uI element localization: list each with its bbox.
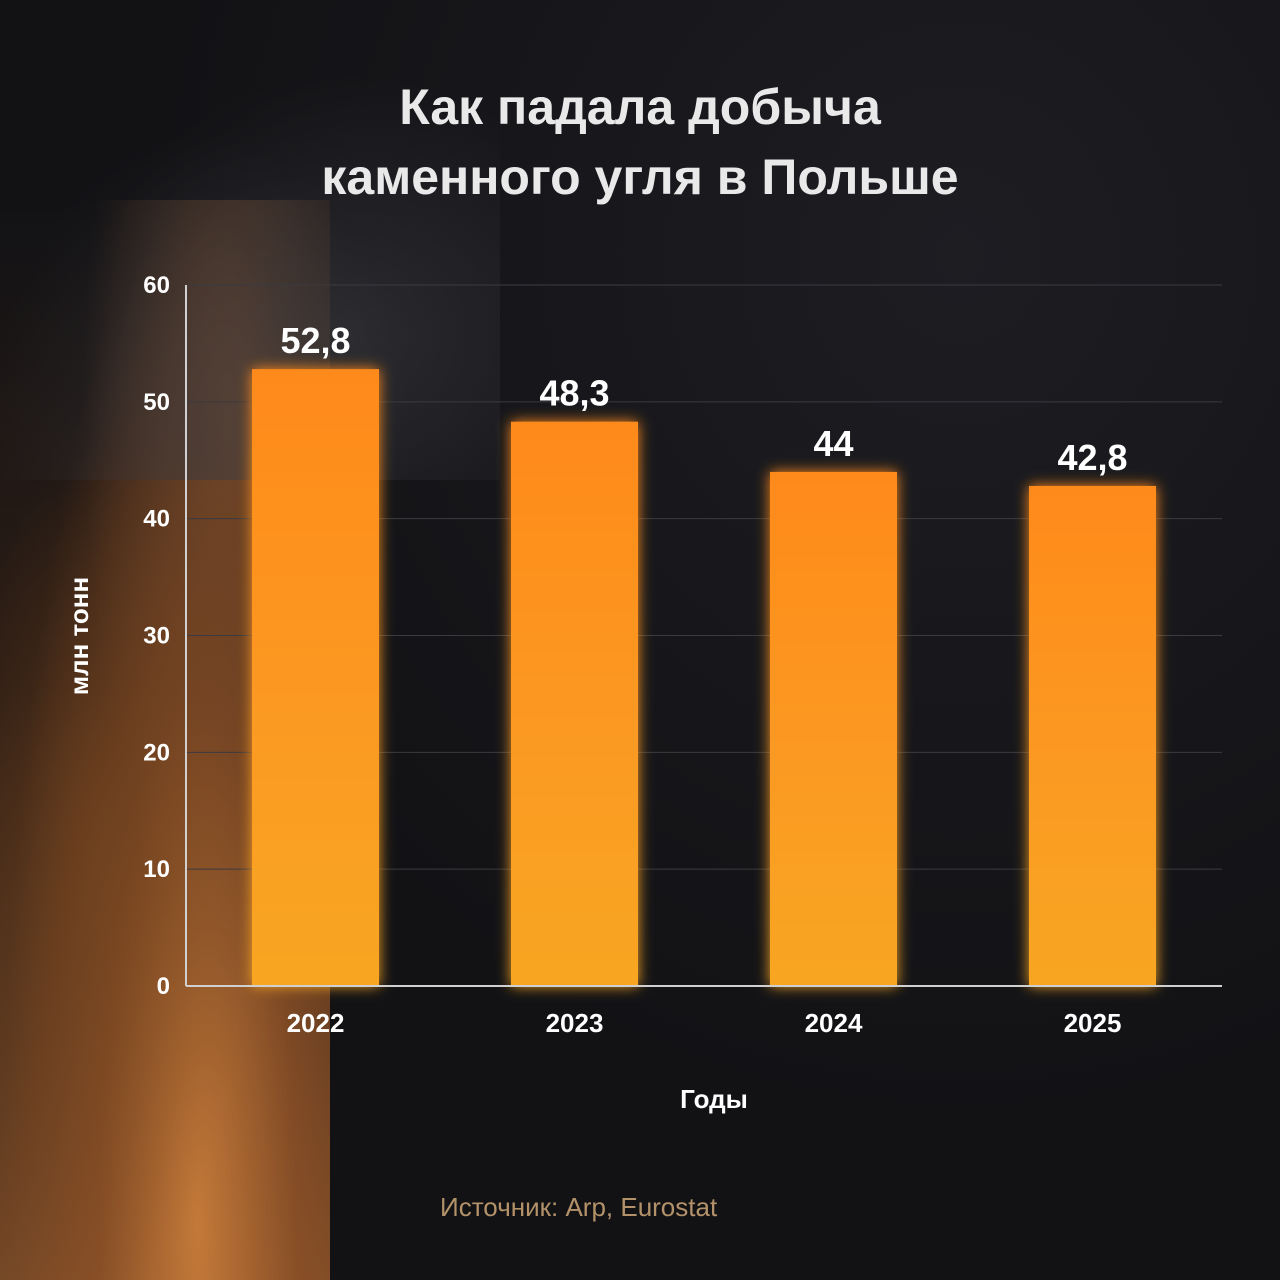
bar-2022 — [252, 369, 379, 986]
bar-2025 — [1029, 485, 1156, 986]
coal-photo-backdrop — [0, 0, 500, 480]
x-tick-label-2024: 2024 — [805, 1008, 863, 1038]
chart-title: Как падала добыча каменного угля в Польш… — [140, 72, 1140, 212]
value-label-2025: 42,8 — [1057, 437, 1127, 478]
y-tick-label: 10 — [143, 856, 170, 883]
y-tick-label: 20 — [143, 739, 170, 766]
axes — [185, 285, 1222, 987]
y-axis-title: млн тонн — [64, 577, 94, 695]
bar-2024 — [770, 471, 897, 986]
bar-2023 — [511, 421, 638, 986]
chart-title-line-2: каменного угля в Польше — [321, 149, 959, 205]
x-tick-label-2023: 2023 — [546, 1008, 604, 1038]
value-label-2022: 52,8 — [280, 320, 350, 361]
y-tick-label: 0 — [157, 973, 170, 1000]
y-tick-label: 30 — [143, 623, 170, 650]
y-tick-label: 40 — [143, 506, 170, 533]
chart-title-line-1: Как падала добыча — [399, 79, 881, 135]
value-label-2024: 44 — [813, 423, 853, 464]
x-tick-label-2022: 2022 — [287, 1008, 345, 1038]
bars — [252, 369, 1156, 986]
value-label-2023: 48,3 — [539, 373, 609, 414]
y-tick-label: 50 — [143, 389, 170, 416]
source-note: Источник: Arp, Eurostat — [440, 1192, 718, 1222]
y-tick-label: 60 — [143, 272, 170, 299]
labels: 0 10 20 30 40 50 60 52,8 2022 48,3 2023 44 2024 42,8 2… — [143, 272, 1127, 1038]
x-axis-title: Годы — [680, 1084, 748, 1114]
x-tick-label-2025: 2025 — [1064, 1008, 1122, 1038]
